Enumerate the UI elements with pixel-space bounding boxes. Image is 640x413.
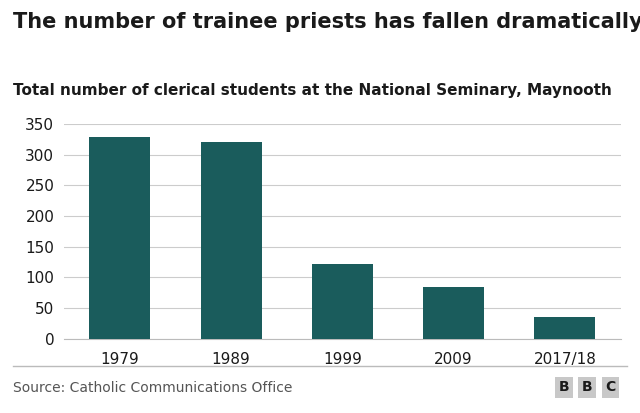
- Text: Source: Catholic Communications Office: Source: Catholic Communications Office: [13, 381, 292, 395]
- Text: B: B: [582, 380, 593, 394]
- Bar: [312, 264, 373, 339]
- Text: Total number of clerical students at the National Seminary, Maynooth: Total number of clerical students at the…: [13, 83, 612, 97]
- Bar: [534, 317, 595, 339]
- Text: The number of trainee priests has fallen dramatically: The number of trainee priests has fallen…: [13, 12, 640, 32]
- Text: B: B: [559, 380, 570, 394]
- Bar: [90, 138, 150, 339]
- Bar: [423, 287, 484, 339]
- Text: C: C: [605, 380, 616, 394]
- Bar: [200, 142, 262, 339]
